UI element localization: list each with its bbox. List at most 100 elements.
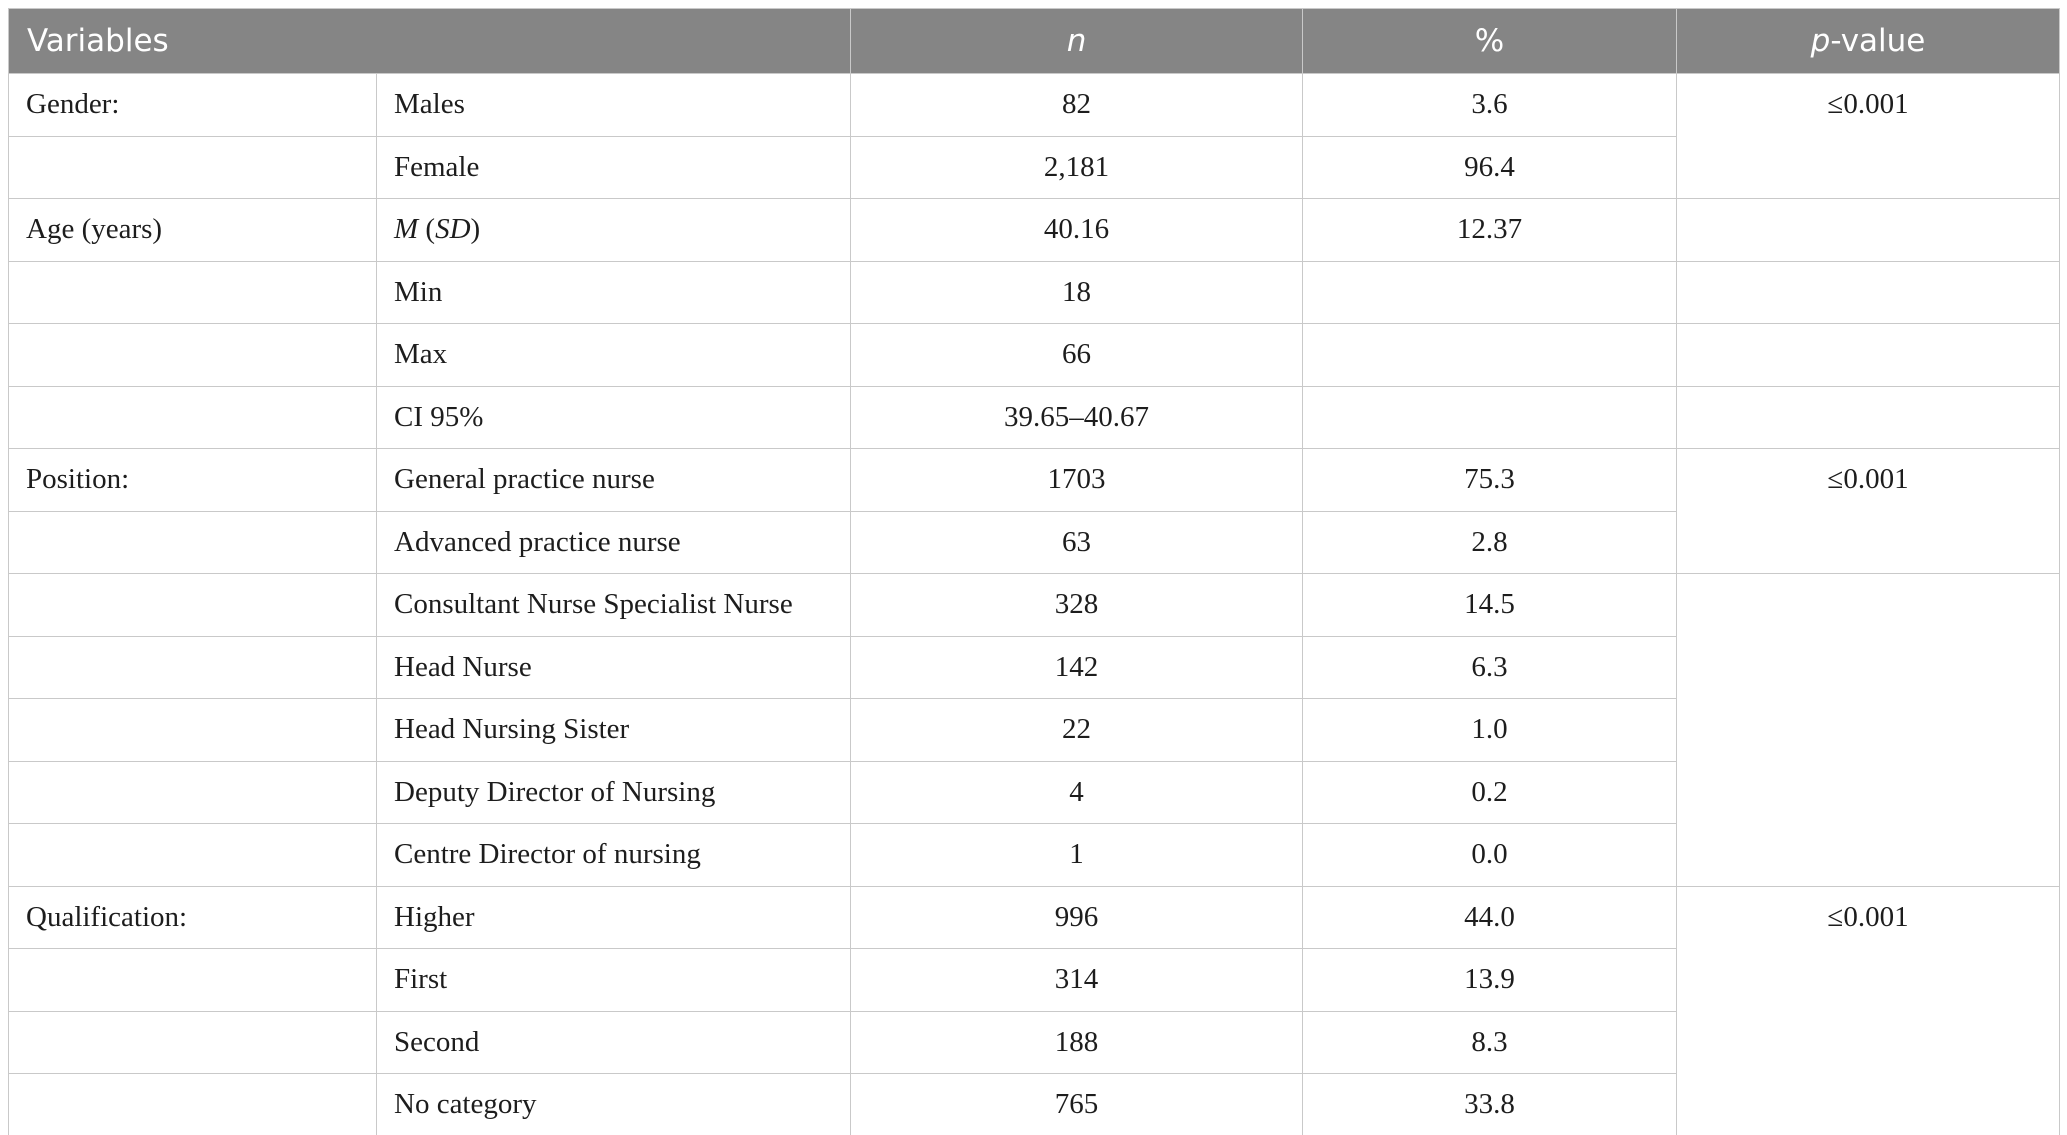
p-value-cell-position: ≤0.001 [1676, 448, 2061, 574]
pct-cell: 8.3 [1302, 1010, 1678, 1074]
p-value-cell-gender: ≤0.001 [1676, 73, 2061, 199]
table-row-position-deputy-director: Deputy Director of Nursing 4 0.2 [8, 760, 2060, 824]
table-row-position-general: Position: General practice nurse 1703 75… [8, 448, 2061, 574]
p-value-cell-empty [1676, 260, 2061, 324]
pct-cell: 14.5 [1302, 573, 1678, 637]
n-cell: 1703 [850, 448, 1304, 512]
p-value-cell-empty-span [1676, 573, 2061, 887]
stat-sd-label: SD [435, 213, 471, 246]
header-row: Variables n % p-value [7, 8, 2061, 74]
category-cell: Max [375, 323, 852, 387]
pct-cell: 12.37 [1302, 198, 1678, 262]
group-cell: Gender: [8, 73, 377, 137]
n-cell: 18 [850, 260, 1304, 324]
pct-cell [1302, 260, 1678, 324]
group-cell [8, 698, 377, 762]
n-cell: 39.65–40.67 [850, 385, 1304, 449]
table-row-position-advanced: Advanced practice nurse 63 2.8 [8, 510, 2060, 574]
group-cell [8, 135, 377, 199]
p-value-text: ≤0.001 [1827, 463, 1909, 495]
group-cell [8, 760, 377, 824]
table-row-age-min: Min 18 [8, 260, 2061, 324]
p-value-cell-empty [1676, 198, 2061, 262]
pct-cell: 96.4 [1302, 135, 1678, 199]
n-cell: 40.16 [850, 198, 1304, 262]
header-p-value: p-value [1676, 8, 2061, 74]
group-cell: Qualification: [8, 885, 377, 949]
p-value-cell-empty [1676, 323, 2061, 387]
table-row-position-centre-director: Centre Director of nursing 1 0.0 [8, 823, 2060, 887]
pct-cell: 75.3 [1302, 448, 1678, 512]
n-cell: 142 [850, 635, 1304, 699]
group-cell [8, 1073, 377, 1135]
n-cell: 2,181 [850, 135, 1304, 199]
n-cell: 4 [850, 760, 1304, 824]
stat-m-label: M [394, 213, 419, 246]
category-cell: Males [375, 73, 852, 137]
pct-cell: 6.3 [1302, 635, 1678, 699]
n-cell: 82 [850, 73, 1304, 137]
stat-close-paren: ) [470, 213, 481, 246]
group-cell: Age (years) [8, 198, 377, 262]
p-value-cell-empty [1676, 385, 2061, 449]
category-cell: Female [375, 135, 852, 199]
table-row-position-consultant: Consultant Nurse Specialist Nurse 328 14… [8, 573, 2061, 887]
table-row-position-head-nurse: Head Nurse 142 6.3 [8, 635, 2060, 699]
n-cell: 314 [850, 948, 1304, 1012]
stat-open-paren: ( [418, 213, 436, 246]
category-cell: No category [375, 1073, 852, 1135]
group-cell [8, 510, 377, 574]
category-cell: CI 95% [375, 385, 852, 449]
category-cell: Deputy Director of Nursing [375, 760, 852, 824]
table-row-qualification-higher: Qualification: Higher 996 44.0 ≤0.001 [8, 885, 2061, 1135]
group-cell [8, 1010, 377, 1074]
table-row-age-max: Max 66 [8, 323, 2061, 387]
header-p-italic: p [1810, 23, 1831, 59]
category-cell: Second [375, 1010, 852, 1074]
group-cell [8, 323, 377, 387]
table-row-age-ci: CI 95% 39.65–40.67 [8, 385, 2061, 449]
header-p-rest: -value [1830, 23, 1926, 59]
n-cell: 188 [850, 1010, 1304, 1074]
pct-cell: 0.2 [1302, 760, 1678, 824]
header-variables: Variables [7, 8, 852, 74]
pct-cell: 44.0 [1302, 885, 1678, 949]
category-cell: Min [375, 260, 852, 324]
n-cell: 996 [850, 885, 1304, 949]
table-row-qualification-no-category: No category 765 33.8 [8, 1073, 2060, 1135]
p-value-text: ≤0.001 [1827, 88, 1909, 120]
group-cell [8, 823, 377, 887]
category-cell: M (SD) [375, 198, 852, 262]
category-cell: Consultant Nurse Specialist Nurse [375, 573, 852, 637]
table-row-position-head-nursing-sister: Head Nursing Sister 22 1.0 [8, 698, 2060, 762]
header-percent: % [1302, 8, 1678, 74]
table-row-qualification-second: Second 188 8.3 [8, 1010, 2060, 1074]
category-cell: Advanced practice nurse [375, 510, 852, 574]
category-cell: Centre Director of nursing [375, 823, 852, 887]
table-row-gender-males: Gender: Males 82 3.6 ≤0.001 [8, 73, 2061, 199]
n-cell: 765 [850, 1073, 1304, 1135]
group-cell [8, 260, 377, 324]
pct-cell: 0.0 [1302, 823, 1678, 887]
table-row-qualification-first: First 314 13.9 [8, 948, 2060, 1012]
header-n: n [850, 8, 1304, 74]
p-value-cell-qualification: ≤0.001 [1676, 885, 2061, 1135]
pct-cell [1302, 323, 1678, 387]
table-row-gender-female: Female 2,181 96.4 [8, 135, 2060, 199]
pct-cell [1302, 385, 1678, 449]
pct-cell: 2.8 [1302, 510, 1678, 574]
category-cell: General practice nurse [375, 448, 852, 512]
group-cell [8, 635, 377, 699]
n-cell: 1 [850, 823, 1304, 887]
pct-cell: 13.9 [1302, 948, 1678, 1012]
pct-cell: 33.8 [1302, 1073, 1678, 1135]
category-cell: Higher [375, 885, 852, 949]
category-cell: First [375, 948, 852, 1012]
category-cell: Head Nurse [375, 635, 852, 699]
pct-cell: 3.6 [1302, 73, 1678, 137]
n-cell: 63 [850, 510, 1304, 574]
pct-cell: 1.0 [1302, 698, 1678, 762]
table-row-age-msd: Age (years) M (SD) 40.16 12.37 [8, 198, 2061, 262]
category-cell: Head Nursing Sister [375, 698, 852, 762]
